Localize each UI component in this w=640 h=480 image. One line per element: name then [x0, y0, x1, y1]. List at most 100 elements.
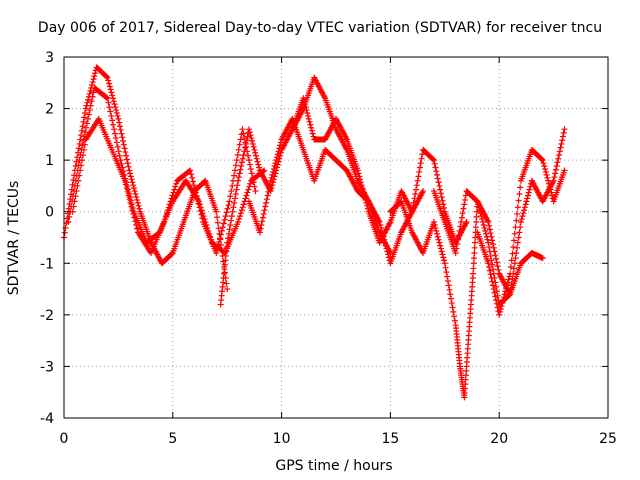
data-point [78, 162, 85, 169]
data-point [438, 248, 445, 255]
data-point [524, 192, 531, 199]
data-point [519, 213, 526, 220]
data-point [277, 142, 284, 149]
data-point [509, 250, 516, 257]
data-point [510, 265, 517, 272]
data-point [78, 132, 85, 139]
data-point [227, 193, 234, 200]
data-point [130, 210, 137, 217]
data-point [237, 166, 244, 173]
data-point [169, 192, 176, 199]
data-point [73, 188, 80, 195]
data-point [434, 175, 441, 182]
data-point [449, 304, 456, 311]
data-point [242, 195, 249, 202]
data-point [521, 204, 528, 211]
data-point [232, 191, 239, 198]
data-point [482, 230, 489, 237]
data-point [227, 221, 234, 228]
data-point [354, 167, 361, 174]
data-point [168, 195, 175, 202]
data-point [222, 213, 229, 220]
data-point [473, 213, 480, 220]
data-point [85, 111, 92, 118]
data-point [560, 129, 567, 136]
data-point [249, 174, 256, 181]
data-point [106, 104, 113, 111]
data-point [250, 179, 257, 186]
data-point [485, 260, 492, 267]
data-point [414, 177, 421, 184]
data-point [257, 225, 264, 232]
data-point [107, 86, 114, 93]
data-point [492, 252, 499, 259]
data-point [79, 123, 86, 130]
data-point [480, 221, 487, 228]
series-track-3 [69, 115, 259, 256]
data-point [126, 196, 133, 203]
data-point [355, 170, 362, 177]
data-point [71, 198, 78, 205]
data-point [412, 191, 419, 198]
data-point [416, 168, 423, 175]
x-axis-title: GPS time / hours [275, 458, 392, 474]
data-point [555, 155, 562, 162]
data-point [431, 221, 438, 228]
data-point [475, 201, 482, 208]
data-point [170, 189, 177, 196]
data-point [112, 135, 119, 142]
data-point [434, 233, 441, 240]
data-point [109, 117, 116, 124]
y-tick-label: -1 [40, 256, 54, 272]
data-point [502, 288, 509, 295]
data-point [503, 285, 510, 292]
data-point [518, 216, 525, 223]
data-point [110, 98, 117, 105]
data-point [262, 203, 269, 210]
data-point [363, 199, 370, 206]
data-point [446, 286, 453, 293]
y-tick-label: 2 [45, 102, 54, 118]
data-point [244, 133, 251, 140]
data-point [489, 241, 496, 248]
data-point [83, 124, 90, 131]
data-point [483, 233, 490, 240]
data-point [461, 201, 468, 208]
data-point [553, 163, 560, 170]
data-point [474, 198, 481, 205]
data-point [234, 182, 241, 189]
data-point [516, 229, 523, 236]
data-point [486, 267, 493, 274]
data-point [526, 186, 533, 193]
data-point [197, 207, 204, 214]
data-point [224, 235, 231, 242]
data-point [516, 191, 523, 198]
data-point [238, 159, 245, 166]
data-point [356, 173, 363, 180]
data-point [250, 143, 257, 150]
data-point [238, 163, 245, 170]
data-point [441, 205, 448, 212]
x-tick-label: 10 [273, 431, 291, 447]
data-point [458, 219, 465, 226]
data-point [442, 264, 449, 271]
data-point [437, 242, 444, 249]
data-point [216, 238, 223, 245]
data-point [124, 160, 131, 167]
data-point [214, 246, 221, 253]
data-point [525, 189, 532, 196]
data-point [431, 160, 438, 167]
data-point [103, 94, 110, 101]
data-point [115, 148, 122, 155]
data-point [240, 130, 247, 137]
data-point [259, 214, 266, 221]
data-point [510, 237, 517, 244]
data-point [162, 213, 169, 220]
data-point [432, 224, 439, 231]
data-point [171, 186, 178, 193]
data-point [515, 234, 522, 241]
data-point [413, 186, 420, 193]
data-point [111, 101, 118, 108]
data-point [134, 225, 141, 232]
